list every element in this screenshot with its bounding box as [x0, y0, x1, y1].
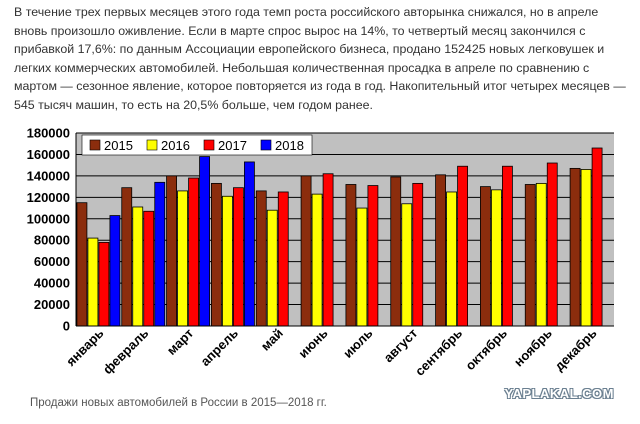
bar-2015-6 [300, 175, 312, 327]
bar-2016-7 [356, 207, 368, 327]
legend-swatch-2016 [146, 139, 158, 151]
bar-2015-2 [121, 187, 133, 327]
legend-box [81, 134, 313, 156]
bar-2015-1 [76, 202, 88, 327]
article-paragraph: В течение трех первых месяцев этого года… [14, 5, 626, 112]
y-tick-label: 20000 [34, 297, 70, 312]
legend-swatch-2018 [260, 139, 272, 151]
bar-2016-2 [132, 206, 144, 327]
plot-area [76, 133, 614, 326]
bar-2016-12 [580, 169, 592, 327]
bar-2015-10 [480, 186, 491, 327]
bar-2015-7 [345, 184, 357, 327]
bar-2017-2 [143, 210, 155, 327]
bar-2016-10 [491, 189, 502, 327]
bar-2017-10 [502, 165, 513, 327]
bar-2016-3 [177, 190, 188, 327]
bar-2015-11 [524, 184, 536, 327]
bar-2018-3 [199, 156, 210, 327]
y-tick-label: 80000 [34, 233, 70, 248]
bar-2017-1 [98, 241, 110, 327]
x-category-label: июль [340, 326, 375, 361]
legend-label-2018: 2018 [275, 138, 304, 153]
bar-2017-3 [188, 177, 199, 327]
bar-2017-9 [457, 165, 468, 327]
x-category-label: май [258, 326, 286, 354]
x-category-label: март [164, 326, 196, 358]
y-tick-label: 100000 [27, 211, 70, 226]
bar-2017-6 [322, 173, 334, 327]
x-category-label: февраль [100, 326, 152, 378]
bar-2015-5 [255, 190, 267, 327]
y-tick-label: 160000 [27, 147, 70, 162]
y-tick-label: 140000 [27, 168, 70, 183]
bar-2016-6 [311, 193, 323, 327]
y-tick-label: 0 [63, 319, 70, 334]
bar-2017-11 [546, 162, 558, 327]
chart-caption: Продажи новых автомобилей в России в 201… [30, 397, 327, 409]
legend-label-2016: 2016 [161, 138, 190, 153]
y-tick-label: 60000 [34, 254, 70, 269]
x-category-label: октябрь [462, 326, 510, 374]
x-category-label: сентябрь [412, 326, 465, 379]
bar-2016-11 [535, 182, 547, 327]
chart-svg: 0 20000 40000 60000 80000 100000 120000 140000 1… [27, 126, 614, 379]
x-category-label: декабрь [551, 326, 599, 374]
y-tick-label: 180000 [27, 126, 70, 141]
bar-2016-9 [446, 191, 457, 327]
bar-2017-7 [367, 185, 379, 327]
sales-bar-chart: 0 20000 40000 60000 80000 100000 120000 140000 1… [12, 118, 628, 388]
bar-2018-2 [154, 181, 166, 327]
y-tick-label: 40000 [34, 276, 70, 291]
x-category-label: ноябрь [511, 326, 555, 370]
x-category-label: июнь [295, 326, 330, 361]
bar-2017-8 [412, 182, 424, 327]
x-category-label: апрель [198, 326, 241, 369]
legend-label-2015: 2015 [104, 138, 133, 153]
bar-2015-12 [569, 167, 581, 327]
x-category-label: август [381, 326, 421, 366]
bar-2017-4 [233, 187, 244, 327]
legend-swatch-2015 [89, 139, 101, 151]
bar-2016-8 [401, 203, 413, 327]
legend-label-2017: 2017 [218, 138, 247, 153]
bar-2015-9 [435, 174, 446, 327]
bar-2015-3 [166, 175, 177, 327]
bar-2016-1 [87, 237, 99, 327]
legend-swatch-2017 [203, 139, 215, 151]
bar-2018-4 [244, 161, 255, 327]
bar-2015-4 [211, 182, 222, 327]
y-tick-label: 120000 [27, 190, 70, 205]
bar-2017-12 [591, 147, 603, 327]
bar-2016-5 [266, 209, 278, 327]
bar-2017-5 [277, 191, 289, 327]
bar-2015-8 [390, 176, 402, 327]
watermark-logo: YAPLAKAL.COM [504, 386, 614, 401]
bar-2018-1 [109, 215, 121, 327]
bar-2016-4 [222, 195, 233, 327]
